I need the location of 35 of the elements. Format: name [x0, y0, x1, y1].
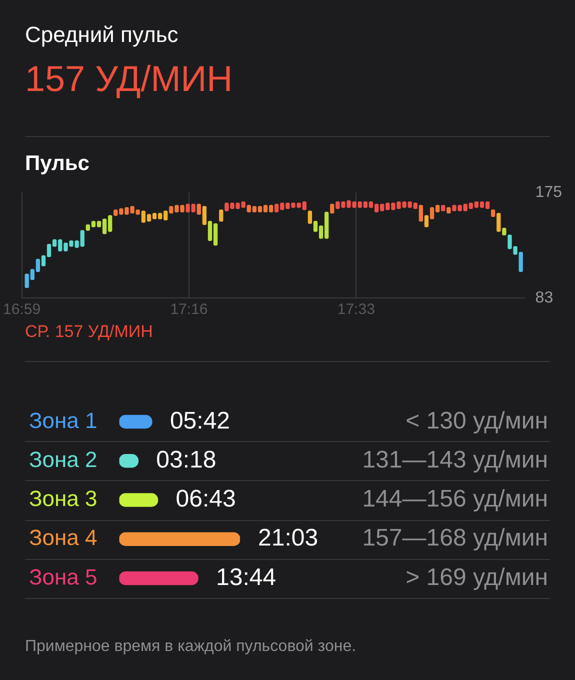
bar — [418, 204, 424, 222]
text: Примерное время в каждой пульсовой зоне. — [25, 638, 356, 656]
bar — [219, 209, 224, 222]
y-tick-label: Зона 4 — [28, 525, 98, 550]
x-tick-label: 17:16 — [170, 301, 208, 318]
data-label: 03:18 — [156, 446, 216, 474]
y-tick-label: Зона 3 — [28, 486, 98, 512]
bar — [496, 212, 501, 232]
y2-tick-label: 131—143 уд/мин — [362, 446, 548, 474]
y-tick-label: Зона 5 — [28, 564, 98, 590]
data-label: 06:43 — [176, 486, 236, 513]
y-tick-label: Зона 2 — [28, 446, 98, 472]
bar — [196, 204, 201, 215]
y-tick-label: Зона 1 — [28, 408, 98, 433]
x-tick-label: 16:59 — [2, 301, 41, 318]
bar — [119, 532, 240, 546]
y2-tick-label: < 130 уд/мин — [406, 407, 548, 434]
bar — [308, 210, 312, 224]
bar — [424, 215, 429, 228]
chart-title: Средний пульс — [25, 22, 178, 48]
text: СР. 157 УД/МИН — [25, 322, 153, 342]
y-tick-label: 83 — [535, 289, 554, 306]
bar — [202, 206, 207, 226]
x-tick-label: 17:33 — [337, 301, 375, 318]
data-label: 21:03 — [258, 524, 318, 552]
y-tick-label: 175 — [535, 184, 562, 202]
text: Пульс — [25, 152, 90, 176]
y2-tick-label: 144—156 уд/мин — [362, 486, 548, 513]
chart-subtitle: 157 УД/МИН — [25, 58, 233, 100]
data-label: 13:44 — [216, 564, 276, 591]
y2-tick-label: 157—168 уд/мин — [362, 524, 548, 552]
bar — [119, 571, 198, 586]
y2-tick-label: > 169 уд/мин — [406, 564, 548, 591]
data-label: 05:42 — [170, 407, 230, 434]
bar — [518, 252, 523, 272]
